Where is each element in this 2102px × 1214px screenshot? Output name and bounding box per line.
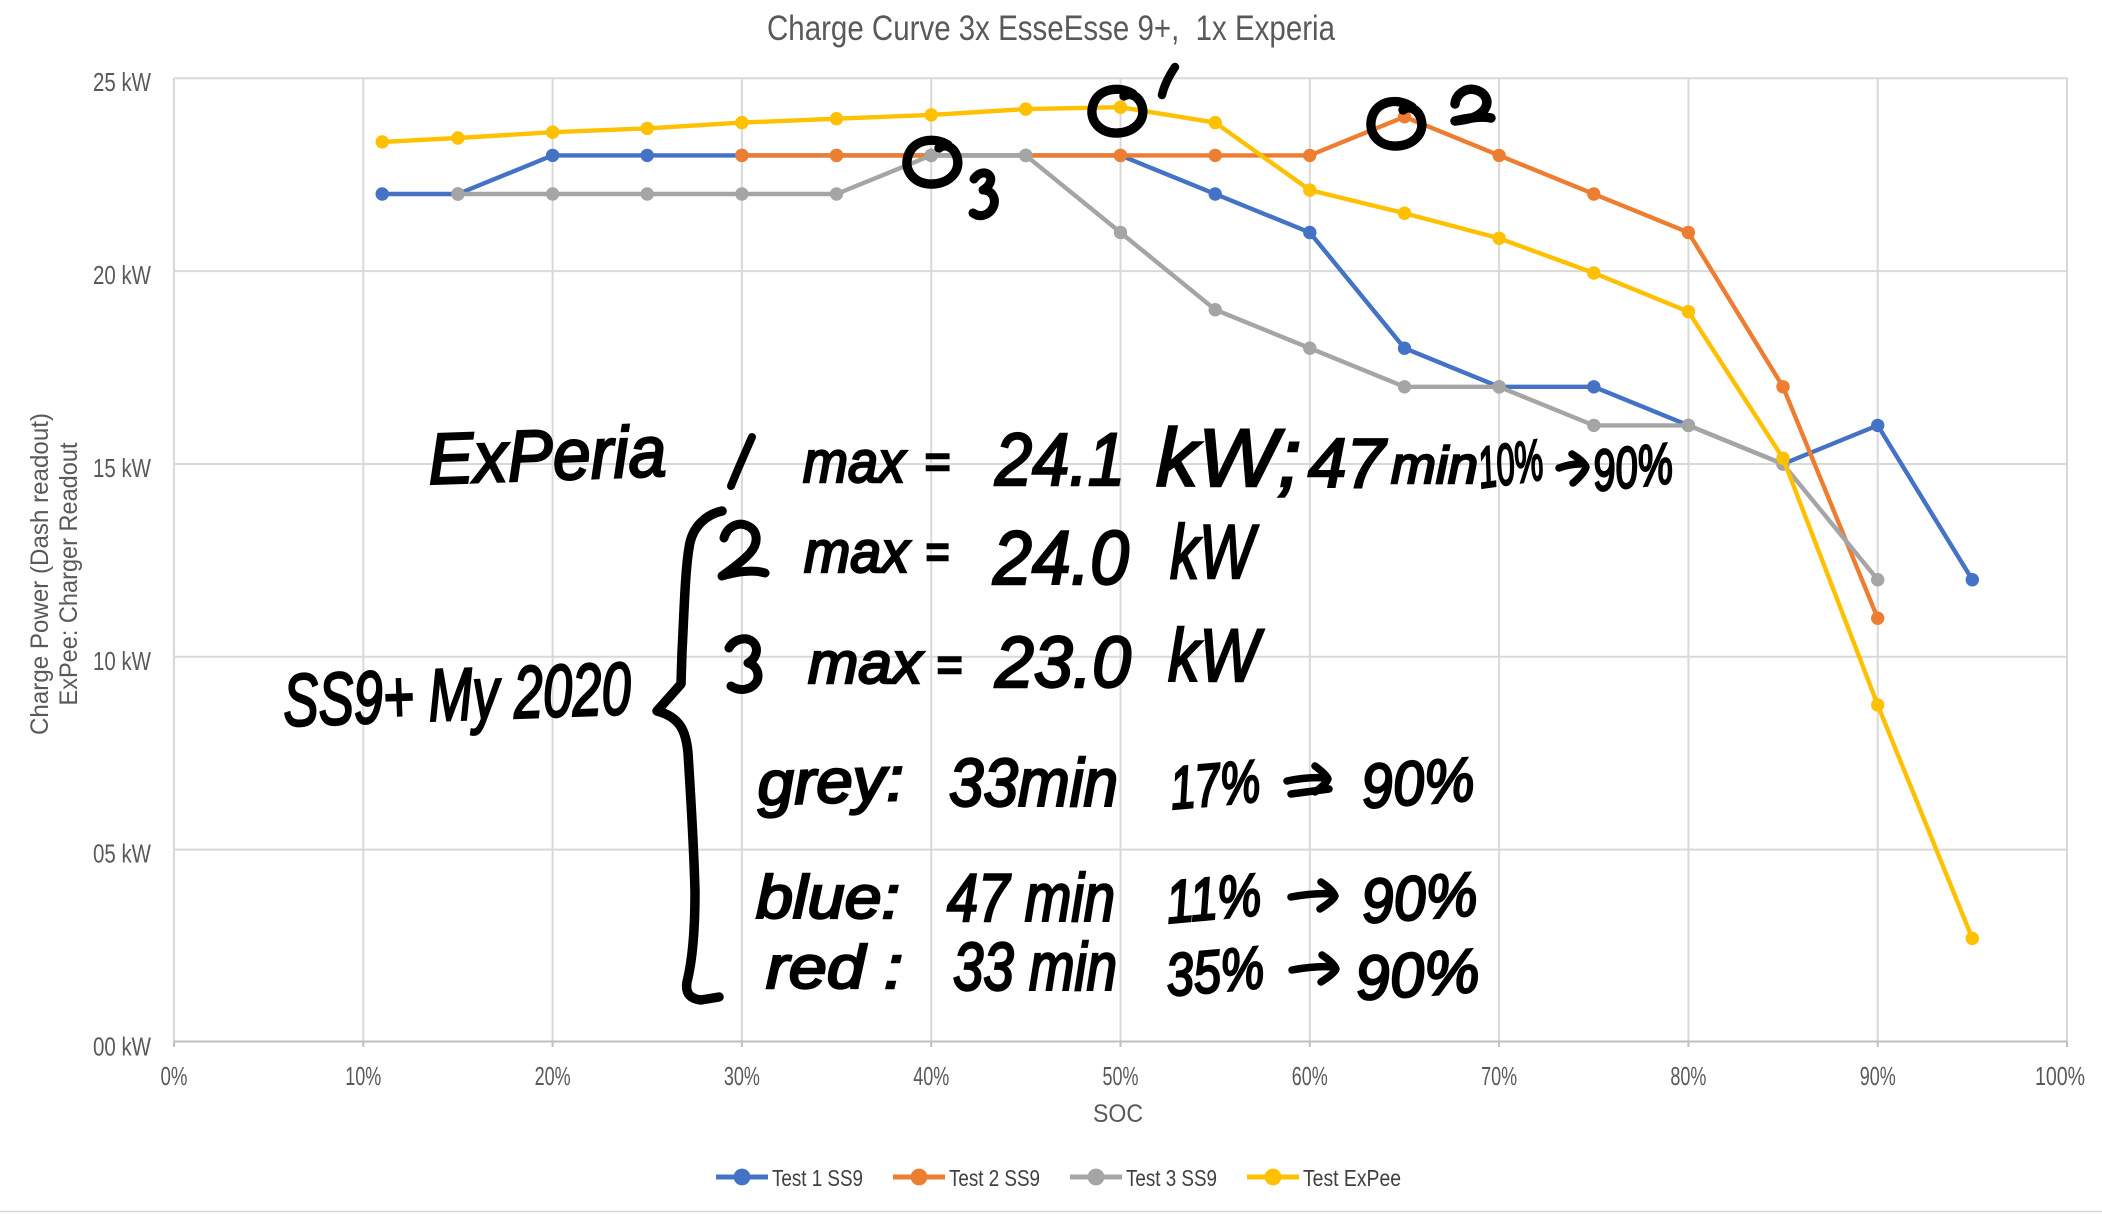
svg-text:kW;: kW; xyxy=(1156,413,1301,504)
svg-text:33min: 33min xyxy=(949,745,1118,821)
svg-text:47 min: 47 min xyxy=(947,860,1115,936)
svg-text:20%: 20% xyxy=(535,1061,571,1091)
svg-text:60%: 60% xyxy=(1292,1061,1328,1091)
svg-text:Charge Curve 3x EsseEsse 9+,: Charge Curve 3x EsseEsse 9+, 1x Experia xyxy=(767,9,1335,48)
svg-text:33 min: 33 min xyxy=(953,929,1117,1005)
svg-text:10%: 10% xyxy=(345,1061,381,1091)
svg-text:00 kW: 00 kW xyxy=(93,1032,151,1062)
svg-text:24.0: 24.0 xyxy=(992,516,1129,601)
svg-text:Charge Power (Dash readout): Charge Power (Dash readout) xyxy=(26,413,54,735)
svg-text:max: max xyxy=(804,520,911,585)
svg-text:80%: 80% xyxy=(1670,1061,1706,1091)
svg-text:05 kW: 05 kW xyxy=(93,839,151,869)
svg-text:40%: 40% xyxy=(913,1061,949,1091)
svg-text:SS9+ My 2020: SS9+ My 2020 xyxy=(282,647,633,742)
svg-text:grey:: grey: xyxy=(756,745,905,819)
svg-text:blue:: blue: xyxy=(756,864,900,931)
svg-text:70%: 70% xyxy=(1481,1061,1517,1091)
svg-text:Test 3 SS9: Test 3 SS9 xyxy=(1126,1165,1217,1191)
svg-text:kW: kW xyxy=(1168,614,1264,697)
svg-text:20 kW: 20 kW xyxy=(93,260,151,290)
svg-text:25 kW: 25 kW xyxy=(93,67,151,97)
svg-text:kW: kW xyxy=(1170,510,1259,595)
svg-text:max: max xyxy=(808,631,924,696)
svg-text:SOC: SOC xyxy=(1093,1100,1143,1128)
svg-text:47: 47 xyxy=(1308,424,1388,502)
svg-text:ExPeria: ExPeria xyxy=(427,412,668,500)
svg-text:=: = xyxy=(924,436,950,489)
svg-text:0%: 0% xyxy=(161,1061,188,1091)
svg-text:24.1: 24.1 xyxy=(994,418,1125,501)
svg-text:30%: 30% xyxy=(724,1061,760,1091)
svg-text:Test 2 SS9: Test 2 SS9 xyxy=(949,1165,1040,1191)
svg-text:17%: 17% xyxy=(1167,747,1262,822)
svg-text:15 kW: 15 kW xyxy=(93,453,151,483)
svg-text:100%: 100% xyxy=(2035,1061,2085,1091)
svg-text:Test ExPee: Test ExPee xyxy=(1303,1165,1401,1191)
svg-text:10%: 10% xyxy=(1474,427,1547,500)
svg-text:min: min xyxy=(1391,437,1478,495)
svg-text:red :: red : xyxy=(766,934,903,1001)
svg-text:max: max xyxy=(803,430,907,495)
svg-text:Test 1 SS9: Test 1 SS9 xyxy=(772,1165,863,1191)
svg-text:90%: 90% xyxy=(1359,860,1480,937)
svg-text:90%: 90% xyxy=(1353,936,1482,1013)
svg-text:10 kW: 10 kW xyxy=(93,646,151,676)
svg-text:90%: 90% xyxy=(1359,745,1477,822)
svg-text:90%: 90% xyxy=(1860,1061,1896,1091)
svg-text:50%: 50% xyxy=(1103,1061,1139,1091)
svg-text:ExPee: Charger Readout: ExPee: Charger Readout xyxy=(55,442,83,705)
svg-text:35%: 35% xyxy=(1163,934,1266,1009)
svg-text:90%: 90% xyxy=(1590,431,1676,504)
svg-text:=: = xyxy=(925,526,949,579)
svg-text:11%: 11% xyxy=(1163,861,1263,936)
svg-text:23.0: 23.0 xyxy=(994,623,1131,703)
svg-text:=: = xyxy=(936,639,962,692)
